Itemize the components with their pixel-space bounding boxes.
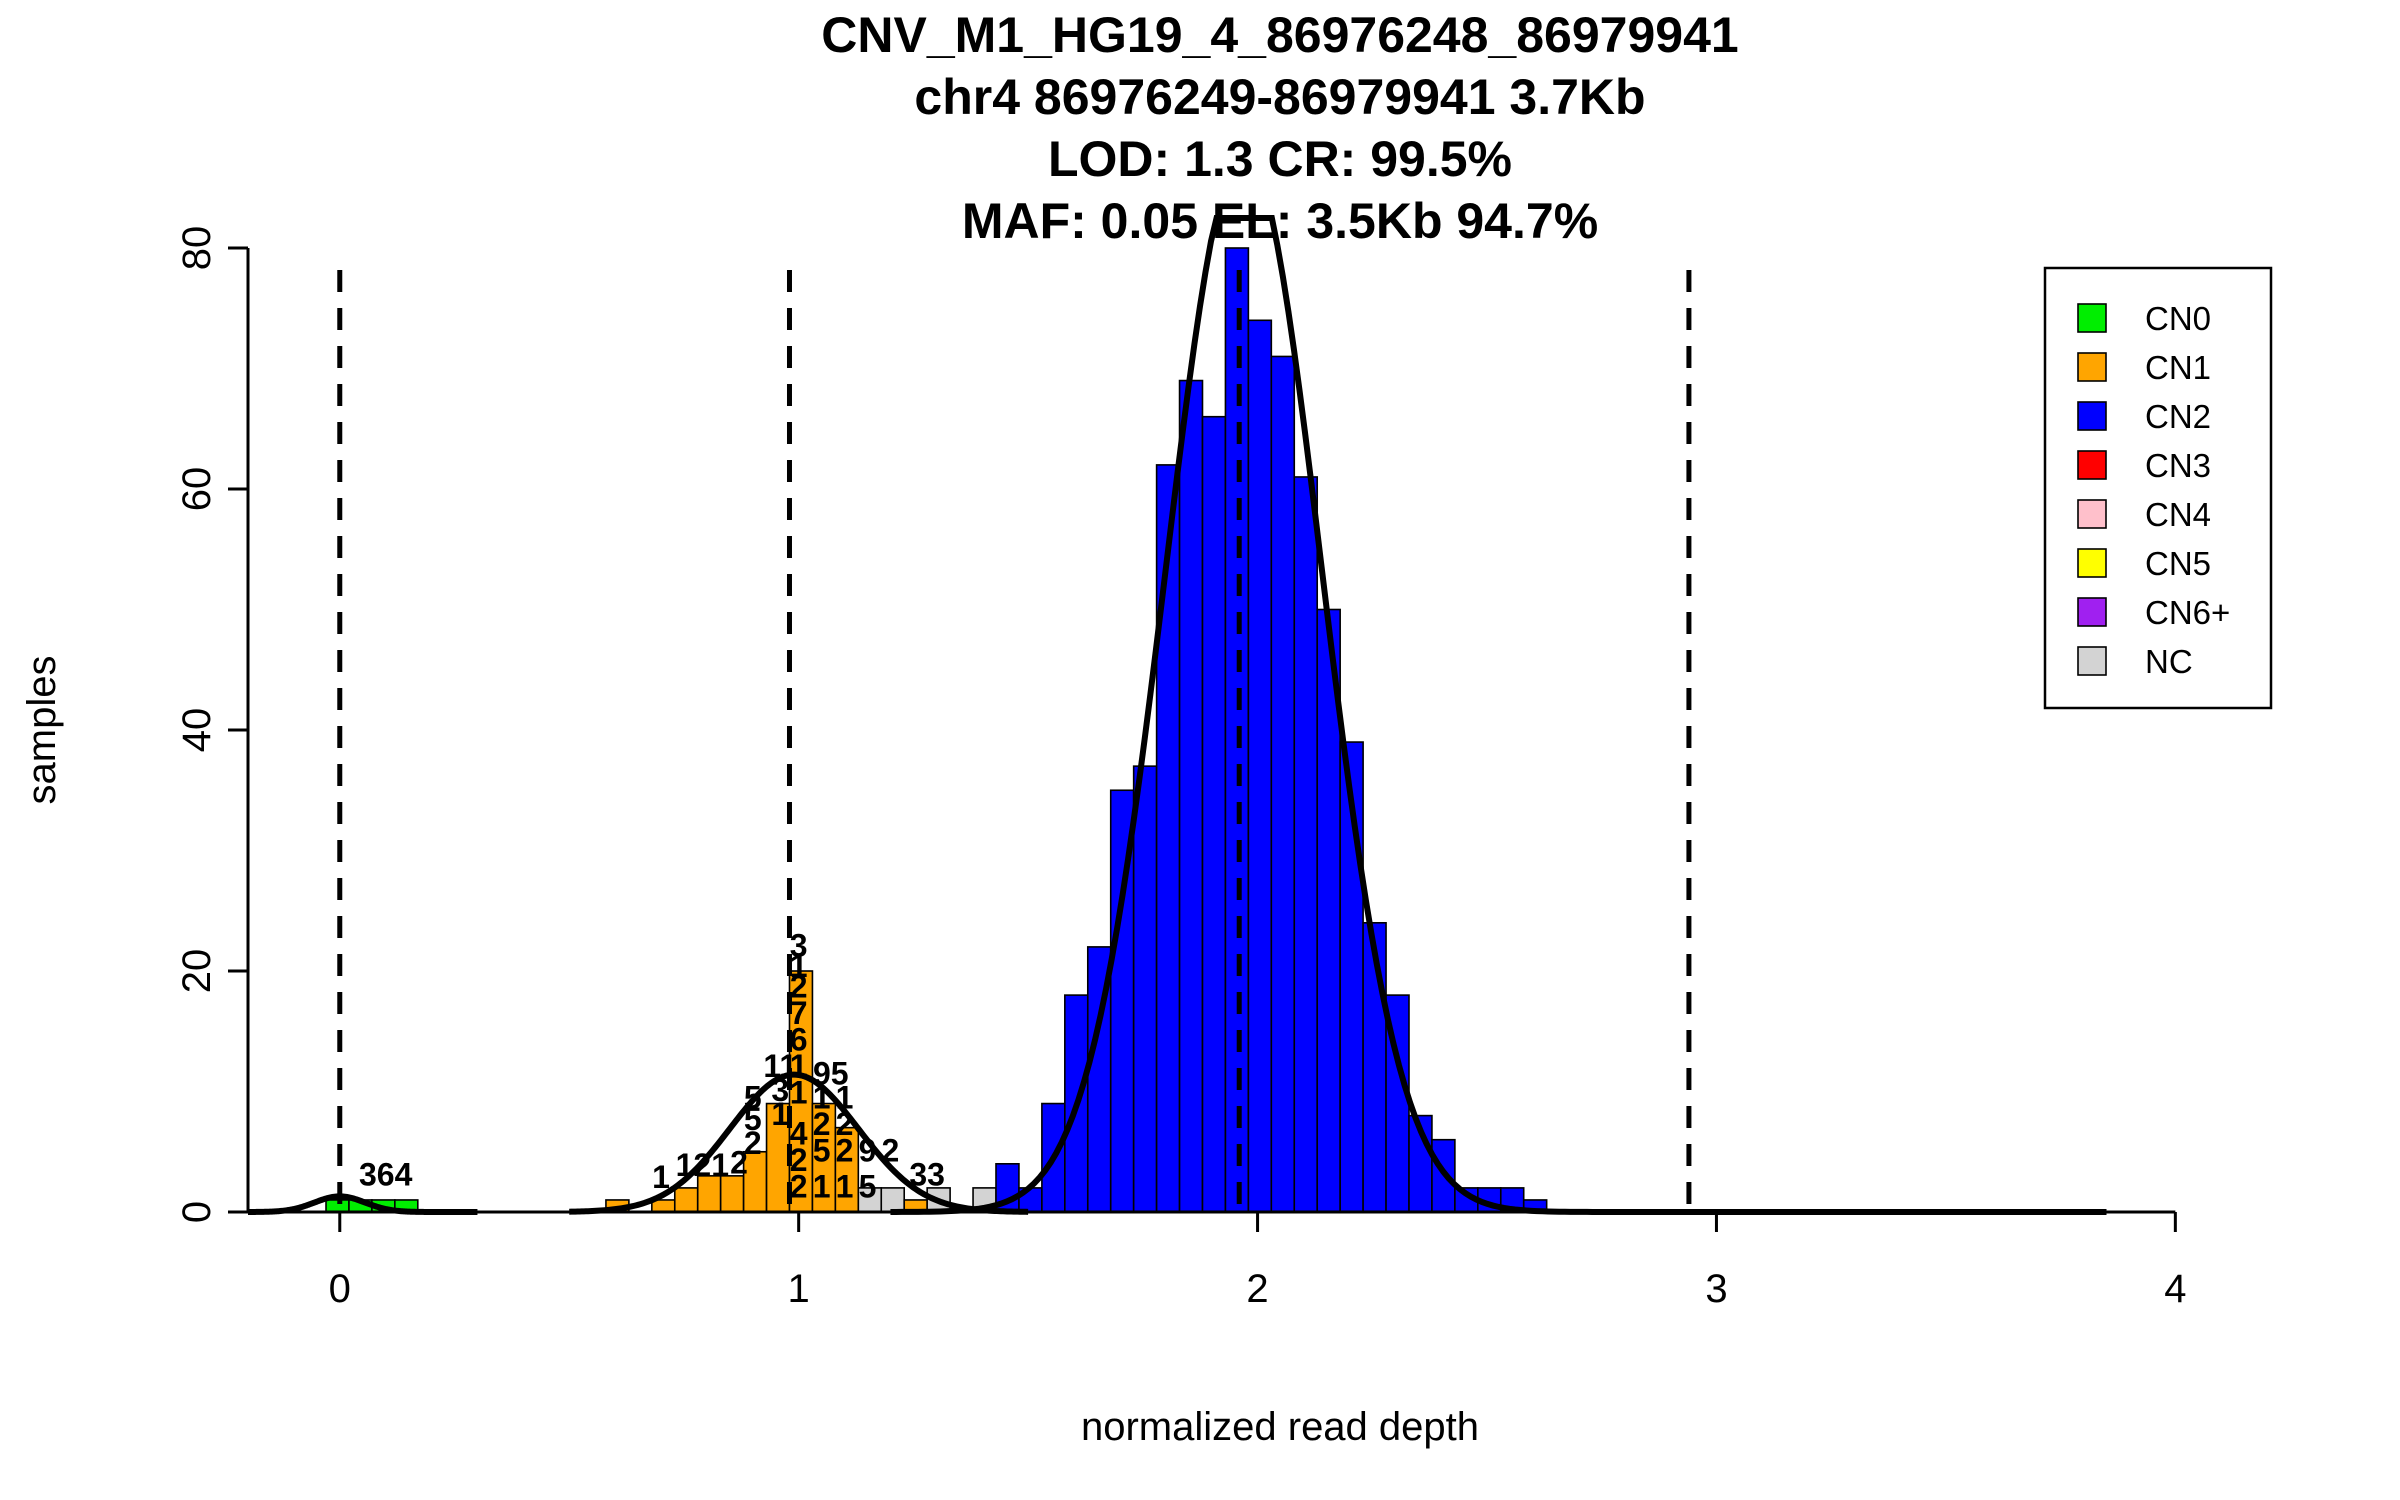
- x-tick-label: 2: [1246, 1267, 1268, 1311]
- bar-count-label: 2: [790, 969, 808, 1005]
- histogram-bar: [1201, 415, 1227, 1213]
- legend-label: CN3: [2145, 447, 2211, 484]
- title-line-4: MAF: 0.05 EL: 3.5Kb 94.7%: [962, 193, 1598, 249]
- bar-count-label: 2: [882, 1132, 900, 1168]
- bar-count-label: 1: [790, 948, 808, 984]
- bar-count-label: 1: [813, 1079, 831, 1115]
- legend-swatch-cn4: [2077, 499, 2107, 529]
- legend-label: CN1: [2145, 349, 2211, 386]
- y-axis-ticks: 0 20 40 60 80: [175, 226, 248, 1223]
- bar-count-label: 1: [790, 1048, 808, 1084]
- legend-swatch-cn0: [2077, 303, 2107, 333]
- x-tick-label: 0: [329, 1267, 351, 1311]
- bar-count-label: 364: [359, 1156, 413, 1192]
- histogram-bar: [880, 1187, 906, 1213]
- legend-swatch-nc: [2077, 646, 2107, 676]
- bar-count-label: 5: [859, 1169, 877, 1205]
- bar-count-label: 5: [744, 1101, 762, 1137]
- bar-count-label: 3: [790, 928, 808, 964]
- y-tick-label: 40: [175, 708, 219, 753]
- bar-count-label: 1: [836, 1169, 854, 1205]
- histogram-bar: [1270, 355, 1296, 1213]
- x-tick-label: 1: [788, 1267, 810, 1311]
- title-line-2: chr4 86976249-86979941 3.7Kb: [914, 69, 1645, 125]
- bar-count-label: 1: [771, 1096, 789, 1132]
- density-curve-cn1: [569, 1071, 1029, 1215]
- bar-count-label: 1: [813, 1169, 831, 1205]
- x-axis-ticks: 0 1 2 3 4: [329, 1212, 2186, 1311]
- bar-count-label: 2: [813, 1106, 831, 1142]
- legend-box: [2043, 266, 2273, 710]
- histogram-bar: [1132, 765, 1158, 1213]
- bar-count-label: 1: [652, 1159, 670, 1195]
- bar-count-label: 2: [836, 1132, 854, 1168]
- bar-count-label: 2: [790, 1142, 808, 1178]
- bar-count-label: 33: [909, 1156, 945, 1192]
- legend-swatch-cn6plus: [2077, 597, 2107, 627]
- bar-count-label: 2: [790, 1169, 808, 1205]
- bar-count-label: 6: [790, 1022, 808, 1058]
- bar-count-label: 1: [836, 1079, 854, 1115]
- bar-count-label: 2: [730, 1144, 748, 1180]
- chart-title: CNV_M1_HG19_4_86976248_86979941 chr4 869…: [821, 7, 1738, 249]
- bar-count-label: 3: [771, 1072, 789, 1108]
- title-line-1: CNV_M1_HG19_4_86976248_86979941: [821, 7, 1738, 63]
- bar-count-label: 5: [744, 1079, 762, 1115]
- histogram-bar: [1178, 379, 1204, 1213]
- y-tick-label: 0: [175, 1201, 219, 1223]
- bar-count-label: 5: [813, 1132, 831, 1168]
- y-tick-label: 20: [175, 949, 219, 994]
- legend-swatch-cn1: [2077, 352, 2107, 382]
- histogram-bars: [325, 247, 1548, 1213]
- legend-label: CN6+: [2145, 594, 2230, 631]
- x-axis-title: normalized read depth: [1081, 1405, 1479, 1449]
- x-tick-label: 4: [2164, 1267, 2186, 1311]
- legend-swatch-cn3: [2077, 450, 2107, 480]
- y-tick-label: 80: [175, 226, 219, 271]
- bar-count-label: 2: [744, 1125, 762, 1161]
- legend-label: CN4: [2145, 496, 2211, 533]
- x-tick-label: 3: [1705, 1267, 1727, 1311]
- histogram-bar: [1155, 464, 1181, 1213]
- histogram-bar: [673, 1187, 699, 1213]
- bar-count-label: 95: [813, 1055, 849, 1091]
- legend-label: NC: [2145, 643, 2193, 680]
- legend-label: CN2: [2145, 398, 2211, 435]
- bar-count-label: 9: [859, 1132, 877, 1168]
- y-axis-title: samples: [20, 656, 64, 805]
- bar-count-label: 7: [790, 995, 808, 1031]
- bar-count-label: 1: [790, 1075, 808, 1111]
- legend: CN0 CN1 CN2 CN3 CN4 CN5 CN6+ NC: [2043, 266, 2273, 710]
- legend-label: CN0: [2145, 300, 2211, 337]
- bar-count-label: 121: [676, 1147, 729, 1183]
- bar-count-label: 4: [790, 1116, 808, 1152]
- y-tick-label: 60: [175, 467, 219, 512]
- histogram-bar: [1247, 319, 1273, 1213]
- copy-number-reference-lines: [337, 270, 1692, 1212]
- legend-swatch-cn2: [2077, 401, 2107, 431]
- title-line-3: LOD: 1.3 CR: 99.5%: [1048, 131, 1512, 187]
- histogram-bar: [1293, 476, 1319, 1213]
- legend-label: CN5: [2145, 545, 2211, 582]
- bar-count-label: 2: [836, 1106, 854, 1142]
- legend-swatch-cn5: [2077, 548, 2107, 578]
- bar-count-label: 11: [763, 1048, 797, 1084]
